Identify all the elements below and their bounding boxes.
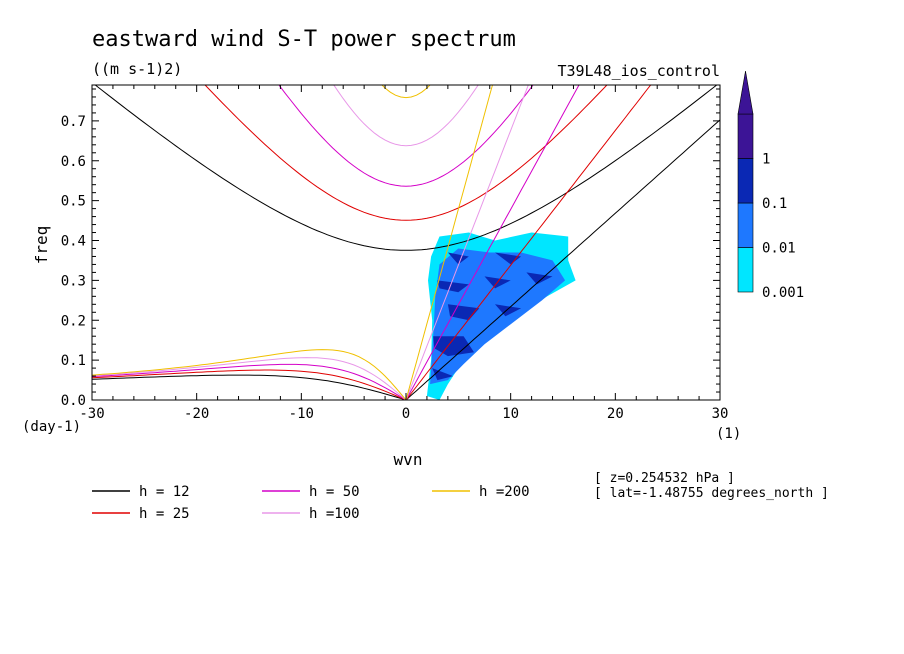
kelvin-curve (405, 85, 580, 400)
colorbar-segment (737, 158, 754, 204)
inertia-gravity-curve (204, 85, 608, 221)
info-line: [ lat=-1.48755 degrees_north ] (594, 486, 829, 501)
x-tick-label: -30 (79, 406, 104, 422)
kelvin-curve (405, 85, 652, 400)
y-axis-label: freq (32, 226, 51, 265)
x-tick-label: -10 (289, 406, 314, 422)
info-box: [ z=0.254532 hPa ][ lat=-1.48755 degrees… (594, 471, 829, 501)
y-tick-label: 0.4 (61, 234, 86, 250)
legend-label: h = 25 (139, 506, 190, 522)
rossby-curve (92, 369, 407, 400)
y-axis-unit: (day-1) (22, 419, 81, 435)
colorbar-segment (737, 113, 754, 159)
info-line: [ z=0.254532 hPa ] (594, 471, 735, 486)
contour-region-0.1 (437, 280, 469, 293)
y-tick-label: 0.5 (61, 194, 86, 210)
rossby-curve (92, 357, 407, 400)
colorbar-extend-arrow (737, 70, 754, 115)
y-tick-label: 0.0 (61, 393, 86, 409)
kelvin-curve (405, 85, 494, 400)
plot-frame (91, 84, 721, 401)
x-axis-unit: (1) (716, 426, 741, 442)
x-tick-label: 0 (402, 406, 410, 422)
x-axis-label: wvn (394, 450, 423, 469)
contour-region-0.1 (495, 252, 522, 265)
inertia-gravity-curve (278, 85, 534, 187)
colorbar-segment (737, 247, 754, 293)
y-tick-label: 0.7 (61, 114, 86, 130)
legend-label: h = 50 (309, 484, 360, 500)
kelvin-curve (405, 85, 529, 400)
y-tick-label: 0.3 (61, 273, 86, 289)
colorbar-label: 0.01 (762, 241, 796, 257)
rossby-curve (92, 349, 407, 400)
x-tick-label: 10 (502, 406, 519, 422)
rossby-curve (92, 363, 407, 400)
colorbar-segment (737, 202, 754, 248)
run-label: T39L48_ios_control (557, 62, 720, 80)
x-tick-label: 30 (712, 406, 729, 422)
contour-region-0.1 (432, 368, 454, 381)
y-tick-label: 0.1 (61, 353, 86, 369)
colorbar: 0.001 0.01 0.1 1 (737, 70, 804, 301)
kelvin-curve (405, 119, 720, 400)
inertia-gravity-curve (333, 85, 479, 147)
contour-region-0.1 (447, 252, 469, 265)
chart-title: eastward wind S-T power spectrum (92, 27, 516, 52)
colorbar-label: 0.1 (762, 196, 787, 212)
x-tick-label: 20 (607, 406, 624, 422)
y-tick-label: 0.2 (61, 313, 86, 329)
dispersion-curves (92, 85, 720, 400)
colorbar-label: 0.001 (762, 285, 804, 301)
y-tick-label: 0.6 (61, 154, 86, 170)
rossby-curve (92, 374, 407, 400)
axis-ticks: -30 -20 -10 0 10 20 30 0.0 0.1 0.2 0.3 0.4 0.5 0.6 0.7 (61, 85, 729, 422)
legend-label: h = 12 (139, 484, 190, 500)
legend-label: h =200 (479, 484, 530, 500)
inertia-gravity-curve (94, 85, 718, 251)
legend-label: h =100 (309, 506, 360, 522)
colorbar-label: 1 (762, 152, 770, 168)
inertia-gravity-curve (381, 85, 431, 99)
chart-units: ((m s-1)2) (92, 60, 182, 78)
x-tick-label: -20 (184, 406, 209, 422)
contour-fills (426, 232, 576, 400)
contour-region-0.1 (495, 304, 522, 317)
curve-legend: h = 12 h = 25 h = 50 h =100 h =200 (92, 484, 530, 522)
